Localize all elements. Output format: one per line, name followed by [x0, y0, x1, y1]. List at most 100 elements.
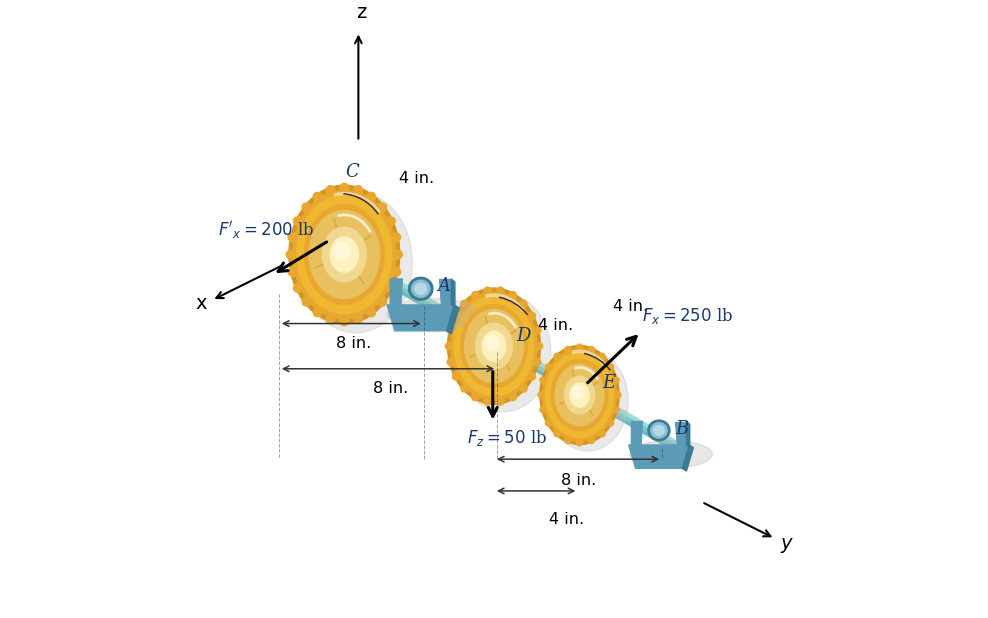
Ellipse shape — [545, 353, 614, 438]
Ellipse shape — [606, 364, 614, 371]
Ellipse shape — [288, 233, 299, 242]
Ellipse shape — [384, 282, 395, 292]
Text: 4 in.: 4 in. — [548, 512, 584, 527]
Ellipse shape — [296, 195, 392, 314]
Text: 8 in.: 8 in. — [372, 381, 408, 396]
Text: z: z — [357, 3, 367, 22]
Ellipse shape — [651, 423, 667, 438]
Text: B: B — [676, 420, 689, 438]
Ellipse shape — [471, 292, 480, 301]
Ellipse shape — [389, 267, 400, 276]
Ellipse shape — [564, 376, 595, 414]
Ellipse shape — [542, 349, 617, 441]
Ellipse shape — [287, 250, 297, 259]
Ellipse shape — [448, 288, 540, 404]
Ellipse shape — [545, 419, 553, 426]
Ellipse shape — [448, 358, 456, 366]
Polygon shape — [447, 305, 458, 334]
Ellipse shape — [482, 331, 506, 361]
Polygon shape — [683, 445, 694, 471]
Ellipse shape — [613, 392, 621, 399]
Text: 8 in.: 8 in. — [336, 336, 371, 351]
Ellipse shape — [313, 306, 323, 316]
Text: $F_x = 250$ lb: $F_x = 250$ lb — [642, 306, 733, 326]
Ellipse shape — [532, 358, 540, 366]
Ellipse shape — [313, 192, 323, 203]
Ellipse shape — [564, 436, 571, 444]
Ellipse shape — [384, 217, 395, 227]
Ellipse shape — [460, 305, 528, 388]
Ellipse shape — [484, 396, 492, 405]
Ellipse shape — [461, 383, 469, 392]
Ellipse shape — [293, 217, 304, 227]
Text: 4 in.: 4 in. — [399, 171, 435, 185]
Ellipse shape — [539, 377, 548, 384]
Ellipse shape — [322, 227, 367, 282]
Ellipse shape — [448, 327, 456, 335]
Text: C: C — [346, 163, 360, 181]
Ellipse shape — [539, 345, 619, 444]
Ellipse shape — [464, 310, 524, 383]
Polygon shape — [296, 222, 693, 453]
Ellipse shape — [366, 192, 375, 203]
Polygon shape — [631, 421, 642, 445]
Ellipse shape — [293, 190, 395, 319]
Ellipse shape — [304, 205, 384, 304]
Ellipse shape — [611, 406, 619, 413]
Ellipse shape — [484, 287, 492, 297]
Ellipse shape — [496, 287, 504, 297]
Text: D: D — [516, 327, 531, 345]
Polygon shape — [628, 445, 690, 468]
Ellipse shape — [576, 344, 583, 352]
Ellipse shape — [598, 353, 605, 361]
Ellipse shape — [475, 323, 513, 369]
Polygon shape — [452, 279, 454, 308]
Ellipse shape — [545, 364, 553, 371]
Ellipse shape — [408, 277, 433, 300]
Ellipse shape — [572, 386, 583, 399]
Ellipse shape — [288, 185, 400, 324]
Ellipse shape — [534, 342, 542, 350]
Ellipse shape — [554, 429, 561, 437]
Ellipse shape — [340, 184, 349, 195]
Ellipse shape — [376, 295, 386, 306]
Ellipse shape — [555, 365, 604, 426]
Ellipse shape — [539, 406, 548, 413]
Ellipse shape — [326, 312, 336, 323]
Ellipse shape — [453, 312, 461, 321]
Ellipse shape — [454, 297, 534, 396]
Text: E: E — [603, 374, 616, 392]
Polygon shape — [387, 305, 454, 331]
Ellipse shape — [387, 298, 479, 329]
Ellipse shape — [353, 185, 363, 197]
Ellipse shape — [648, 420, 670, 441]
Ellipse shape — [366, 306, 375, 316]
Ellipse shape — [340, 314, 349, 326]
Ellipse shape — [353, 312, 363, 323]
Ellipse shape — [519, 300, 527, 309]
Polygon shape — [292, 229, 689, 459]
Ellipse shape — [564, 347, 571, 355]
Ellipse shape — [334, 242, 350, 260]
Ellipse shape — [527, 371, 535, 380]
Polygon shape — [687, 421, 690, 447]
Ellipse shape — [461, 300, 469, 309]
Text: A: A — [438, 277, 451, 295]
Ellipse shape — [538, 392, 546, 399]
Text: x: x — [195, 294, 206, 313]
Ellipse shape — [412, 280, 430, 297]
Text: 8 in.: 8 in. — [560, 473, 596, 488]
Ellipse shape — [326, 185, 336, 197]
Ellipse shape — [508, 391, 517, 400]
Ellipse shape — [551, 360, 608, 431]
Ellipse shape — [588, 347, 595, 355]
Ellipse shape — [496, 396, 504, 405]
Text: 4 in.: 4 in. — [614, 299, 648, 314]
Ellipse shape — [654, 425, 664, 435]
Ellipse shape — [606, 419, 614, 426]
Ellipse shape — [288, 267, 299, 276]
Ellipse shape — [453, 371, 461, 380]
Ellipse shape — [527, 312, 535, 321]
Ellipse shape — [508, 292, 517, 301]
Ellipse shape — [485, 336, 499, 350]
